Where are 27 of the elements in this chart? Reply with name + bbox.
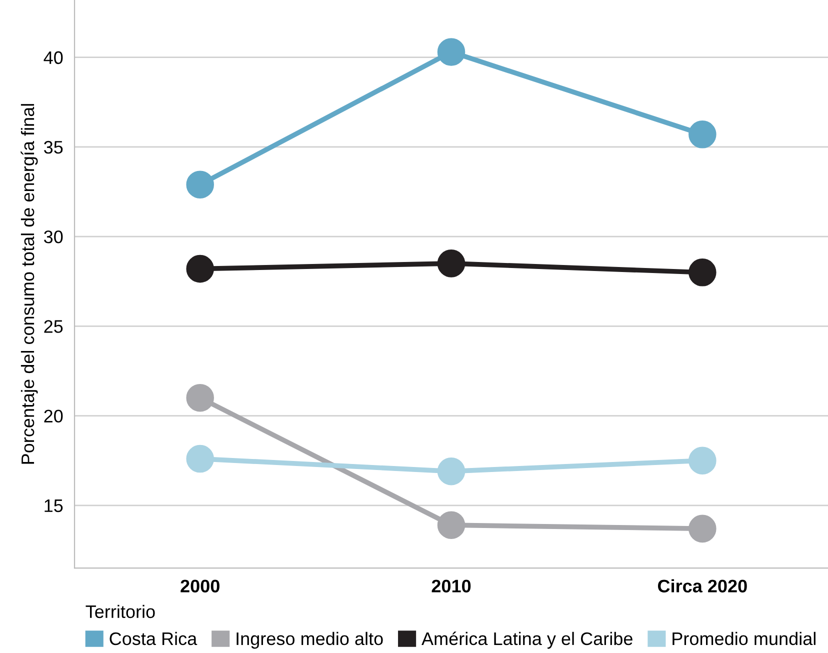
point <box>437 511 466 539</box>
x-tick-label: Circa 2020 <box>658 579 747 592</box>
legend-label: América Latina y el Caribe <box>422 632 632 649</box>
y-tick-label: 20 <box>44 410 63 422</box>
point <box>186 254 214 283</box>
y-tick-label: 30 <box>44 230 63 244</box>
point <box>437 38 466 66</box>
point <box>437 250 466 278</box>
point <box>186 170 214 198</box>
y-tick-label: 25 <box>44 320 63 333</box>
point <box>688 514 716 543</box>
x-tick-label: 2000 <box>180 580 220 592</box>
point <box>688 258 716 286</box>
y-tick-label: 35 <box>44 140 63 154</box>
x-tick-label: 2010 <box>432 580 471 592</box>
y-tick-label: 40 <box>44 51 63 64</box>
point <box>437 457 466 486</box>
legend-label: Ingreso medio alto <box>236 632 383 649</box>
point <box>186 444 214 473</box>
y-tick-label: 15 <box>44 500 63 512</box>
point <box>688 120 716 148</box>
point <box>688 446 716 474</box>
legend-label: Promedio mundial <box>672 632 816 646</box>
y-axis-title: Porcentaje del consumo total de energía final <box>20 104 38 464</box>
point <box>186 384 214 412</box>
legend-title: Territorio <box>86 604 155 618</box>
legend-label: Costa Rica <box>110 632 198 646</box>
